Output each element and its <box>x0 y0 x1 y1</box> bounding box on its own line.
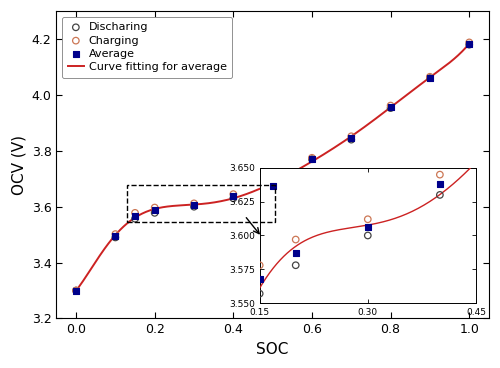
Discharing <box>348 137 356 142</box>
Average <box>230 193 237 199</box>
Charging <box>348 133 356 139</box>
Curve fitting for average <box>307 160 313 165</box>
Discharing <box>308 156 316 162</box>
Discharing <box>426 75 434 81</box>
Curve fitting for average <box>396 99 402 103</box>
Y-axis label: OCV (V): OCV (V) <box>11 135 26 195</box>
Discharing <box>230 195 237 201</box>
Charging <box>131 210 139 216</box>
Average <box>190 202 198 208</box>
Discharing <box>112 234 120 240</box>
Charging <box>308 155 316 161</box>
Discharing <box>72 287 80 293</box>
Charging <box>230 191 237 197</box>
Discharing <box>268 185 276 191</box>
Curve fitting for average <box>286 172 292 177</box>
Discharing <box>131 216 139 222</box>
Discharing <box>190 204 198 210</box>
Average <box>72 287 80 293</box>
Average <box>426 75 434 81</box>
Average <box>465 40 473 46</box>
Curve fitting for average <box>260 185 266 190</box>
Charging <box>268 181 276 187</box>
Average <box>268 183 276 189</box>
Line: Curve fitting for average: Curve fitting for average <box>76 43 469 291</box>
Average <box>150 208 158 213</box>
Discharing <box>465 42 473 47</box>
Curve fitting for average <box>262 184 268 188</box>
Average <box>131 213 139 219</box>
Discharing <box>386 105 394 111</box>
Charging <box>112 231 120 237</box>
Average <box>308 156 316 162</box>
Bar <box>127 185 274 222</box>
Charging <box>426 74 434 80</box>
Legend: Discharing, Charging, Average, Curve fitting for average: Discharing, Charging, Average, Curve fit… <box>62 17 232 78</box>
Charging <box>190 201 198 206</box>
Average <box>348 135 356 141</box>
Charging <box>386 103 394 109</box>
Charging <box>72 287 80 293</box>
Discharing <box>150 210 158 216</box>
Curve fitting for average <box>466 41 472 46</box>
Average <box>112 233 120 239</box>
Charging <box>150 205 158 210</box>
Average <box>386 104 394 110</box>
Curve fitting for average <box>73 289 79 293</box>
Charging <box>465 39 473 45</box>
Curve fitting for average <box>457 52 463 56</box>
X-axis label: SOC: SOC <box>256 342 289 357</box>
